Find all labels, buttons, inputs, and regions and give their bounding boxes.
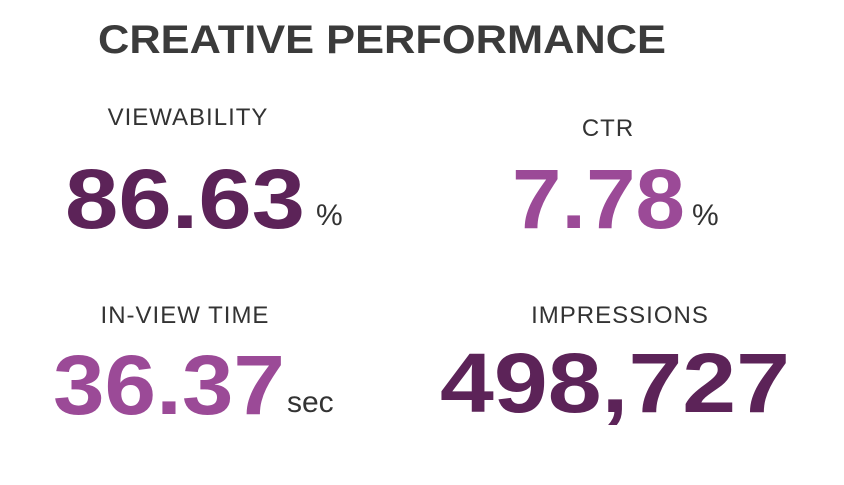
metric-unit: % (316, 199, 343, 232)
metric-unit: sec (287, 386, 334, 419)
metric-value: 86.63 (65, 152, 305, 246)
metric-label: IMPRESSIONS (531, 302, 709, 329)
metric-label: IN-VIEW TIME (101, 302, 270, 329)
metric-value: 7.78 (512, 152, 685, 246)
metric-value: 498,727 (440, 336, 790, 430)
title: CREATIVE PERFORMANCE (98, 18, 666, 62)
metric-value: 36.37 (53, 338, 285, 432)
metric-label: CTR (582, 115, 634, 142)
metric-unit: % (692, 199, 719, 232)
metric-label: VIEWABILITY (108, 104, 269, 131)
